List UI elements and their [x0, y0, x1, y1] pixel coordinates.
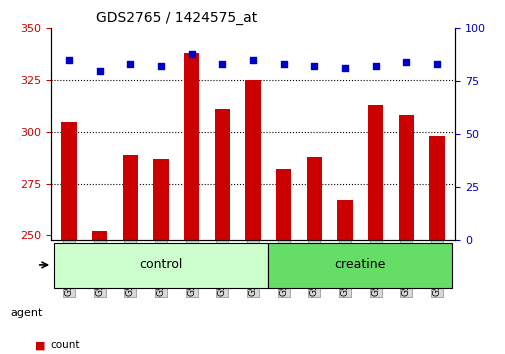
Bar	[306, 157, 321, 240]
Bar	[214, 109, 230, 240]
Bar	[153, 159, 168, 240]
Point	[310, 63, 318, 69]
Text: agent: agent	[10, 308, 42, 318]
Point	[248, 57, 257, 63]
Point	[65, 57, 73, 63]
Text: creatine: creatine	[334, 258, 385, 272]
Point	[432, 61, 440, 67]
Bar	[92, 231, 107, 240]
Text: count: count	[50, 341, 80, 350]
Bar	[122, 155, 138, 240]
Point	[157, 63, 165, 69]
Bar	[275, 169, 291, 240]
Point	[371, 63, 379, 69]
Bar	[367, 105, 383, 240]
Bar	[428, 136, 444, 240]
Text: ■: ■	[35, 341, 46, 350]
Bar	[61, 121, 77, 240]
Bar	[245, 80, 260, 240]
Bar	[398, 115, 413, 240]
Point	[126, 61, 134, 67]
Point	[95, 68, 104, 73]
FancyBboxPatch shape	[268, 243, 451, 288]
Point	[187, 51, 195, 57]
Point	[401, 59, 410, 65]
Text: GDS2765 / 1424575_at: GDS2765 / 1424575_at	[96, 11, 257, 25]
FancyBboxPatch shape	[54, 243, 268, 288]
Bar	[184, 53, 199, 240]
Point	[279, 61, 287, 67]
Point	[218, 61, 226, 67]
Point	[340, 65, 348, 71]
Bar	[337, 200, 352, 240]
Text: control: control	[139, 258, 182, 272]
